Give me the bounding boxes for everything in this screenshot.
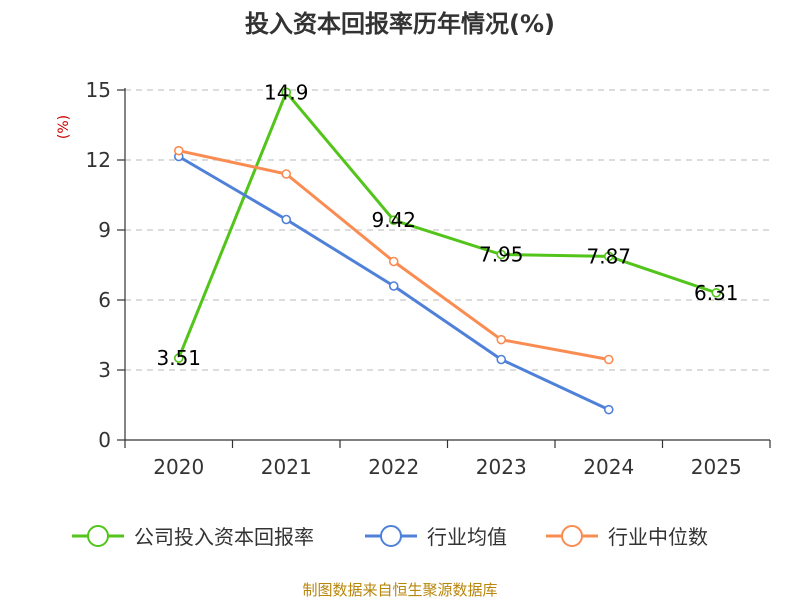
legend-marker-2 [561,525,583,547]
y-tick-label: 6 [98,288,111,312]
data-point [388,256,399,267]
y-tick-label: 3 [98,358,111,382]
data-point [496,334,507,345]
legend-label-2: 行业中位数 [608,525,708,549]
x-tick-label: 2020 [153,455,204,479]
data-label: 9.42 [371,208,416,232]
data-label: 6.31 [694,281,739,305]
data-point [281,87,292,98]
data-point [281,169,292,179]
data-label: 7.87 [586,244,631,268]
x-tick-label: 2024 [583,455,634,479]
data-point [173,145,184,156]
y-tick-label: 0 [98,428,111,452]
source-note: 制图数据来自恒生聚源数据库 [302,581,497,599]
legend: 公司投入资本回报率 行业均值 行业中位数 [72,525,708,549]
x-tick-label: 2025 [691,455,742,479]
data-labels: 3.51 14.9 9.42 7.95 7.87 6.31 [156,80,738,370]
y-tick-label: 9 [98,218,111,242]
legend-marker-0 [87,525,109,547]
series-group [173,87,722,415]
data-label: 3.51 [156,346,201,370]
series-line-0 [177,90,717,359]
data-point [711,287,722,298]
x-tick-label: 2021 [261,455,312,479]
data-point [496,354,507,365]
legend-marker-1 [380,525,402,547]
data-label: 14.9 [264,80,309,104]
y-tick-label: 15 [86,78,111,102]
x-tick-label: 2023 [476,455,527,479]
legend-label-0: 公司投入资本回报率 [134,525,314,549]
data-label: 7.95 [479,243,524,267]
axes: 0 3 6 9 12 15 2020 2021 2022 2023 2024 2025 [86,78,771,479]
data-point [603,354,614,365]
y-tick-label: 12 [86,148,111,172]
data-point [388,281,399,291]
data-point [281,214,292,225]
chart-title: 投入资本回报率历年情况(%) [245,10,555,38]
data-point [603,404,614,415]
data-point [388,215,399,225]
grid-lines [125,89,770,371]
data-point [496,249,507,260]
x-tick-label: 2022 [368,455,419,479]
y-axis-label: (%) [56,115,72,139]
data-point [603,251,614,262]
legend-label-1: 行业均值 [427,525,507,549]
data-point [173,353,184,363]
